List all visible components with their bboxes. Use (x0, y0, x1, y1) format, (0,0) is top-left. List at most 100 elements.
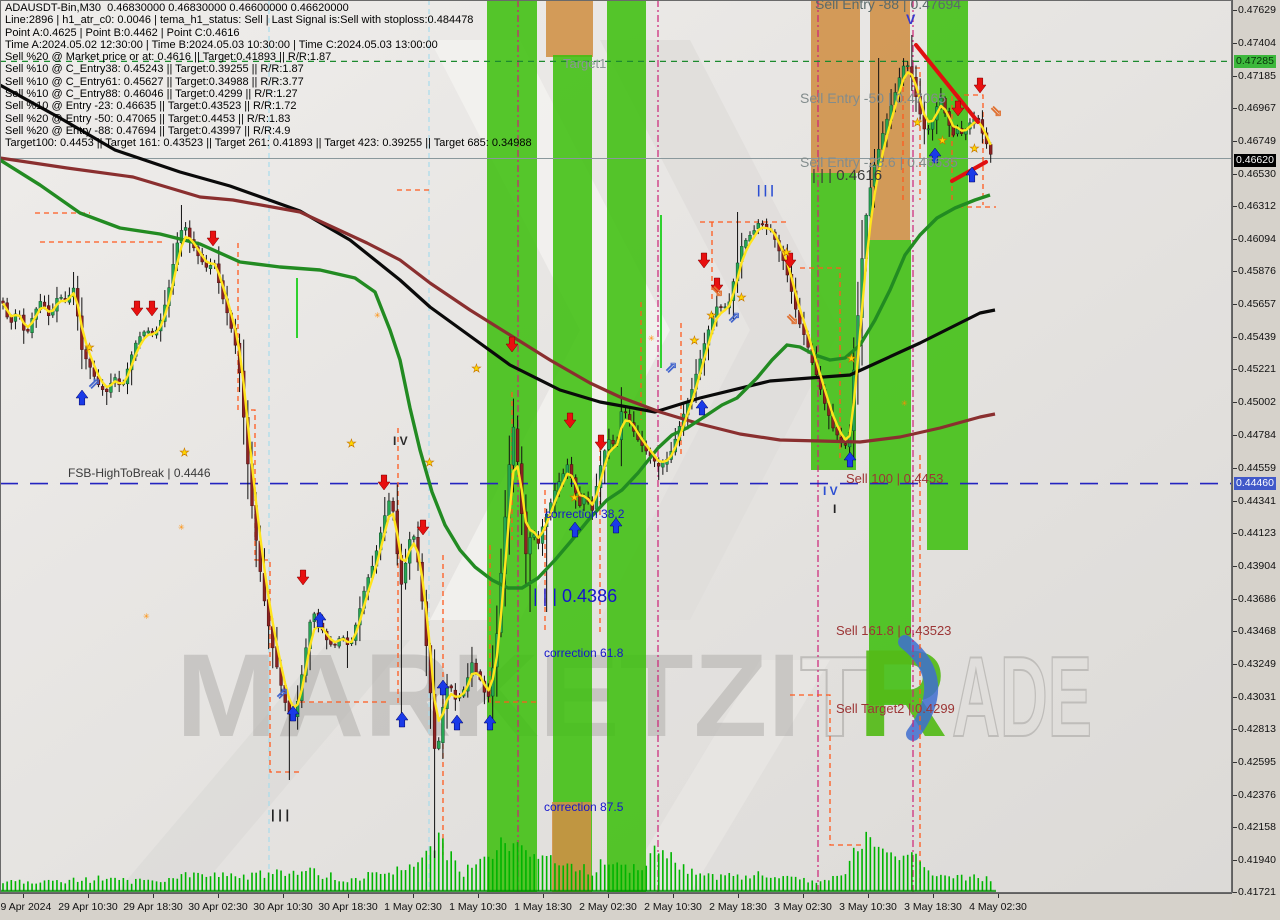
price-tick-mark (1233, 729, 1237, 731)
volume-bar (89, 882, 91, 891)
volume-bar (645, 865, 648, 891)
volume-bar (135, 878, 137, 891)
volume-bar (765, 877, 768, 891)
chart-border (0, 0, 1232, 893)
candle-body (142, 331, 146, 336)
volume-bar (570, 863, 573, 891)
volume-bar (321, 878, 324, 891)
star-marker-icon: ★ (425, 457, 435, 469)
sell-arrow-icon (697, 252, 711, 269)
volume-bar (429, 846, 432, 891)
price-highlight-chip: 0.44460 (1234, 477, 1276, 491)
time-tick-mark (738, 894, 739, 898)
star-marker-icon: ★ (707, 310, 717, 322)
volume-bar (537, 858, 540, 891)
time-tick-mark (348, 894, 349, 898)
volume-bar (973, 874, 975, 891)
volume-bar (662, 850, 664, 891)
volume-bar (209, 876, 212, 891)
volume-bar (184, 872, 187, 891)
volume-bar (794, 876, 797, 891)
hollow-down-arrow-icon: ⇘ (786, 311, 799, 328)
trail-orange (489, 545, 536, 703)
volume-bar (707, 873, 710, 891)
red-trendline[interactable] (914, 43, 980, 124)
candle-body (109, 382, 113, 393)
volume-bars (0, 831, 996, 893)
price-tick-mark (1233, 468, 1237, 470)
volume-bar (159, 882, 162, 891)
candle-body (312, 613, 316, 622)
sell-arrow-icon (951, 100, 965, 117)
volume-bar (105, 878, 108, 891)
volume-bar (242, 874, 245, 891)
volume-bar (628, 872, 631, 891)
price-tick-mark (1233, 533, 1237, 535)
price-tick-label: 0.41940 (1238, 853, 1276, 866)
volume-bar (496, 850, 498, 891)
time-tick-mark (543, 894, 544, 898)
volume-bar (197, 872, 199, 891)
price-tick-label: 0.42595 (1238, 755, 1276, 768)
volume-bar (114, 877, 116, 891)
volume-bar (749, 878, 751, 891)
volume-bar (803, 877, 805, 891)
volume-bar (193, 872, 195, 891)
volume-bar (877, 846, 880, 891)
candle-body (42, 301, 47, 307)
volume-bar (836, 875, 838, 891)
price-tick-mark (1233, 598, 1237, 600)
volume-bar (143, 880, 145, 891)
volume-bar (31, 883, 33, 891)
volume-bar (313, 868, 316, 891)
volume-bar (931, 875, 934, 891)
volume-bar (126, 879, 129, 891)
candle-body (532, 534, 536, 538)
volume-bar (213, 872, 216, 891)
candle-body (657, 463, 661, 467)
star-marker-icon: ★ (85, 342, 95, 354)
volume-bar (861, 848, 863, 891)
volume-bar (595, 872, 598, 891)
asterisk-marker-icon: ✳ (901, 399, 908, 408)
volume-bar (10, 880, 13, 891)
volume-bar (533, 854, 535, 891)
candle-body (146, 330, 150, 334)
volume-bar (869, 837, 872, 891)
price-tick-label: 0.43686 (1238, 592, 1276, 605)
volume-bar (226, 876, 228, 891)
time-tick-label: 1 May 02:30 (384, 901, 442, 913)
star-marker-icon: ★ (938, 135, 948, 147)
volume-bar (778, 878, 780, 891)
volume-bar (97, 875, 100, 891)
candle-body (208, 265, 213, 269)
star-marker-icon: ★ (690, 335, 700, 347)
volume-bar (711, 874, 714, 891)
price-tick-mark (1233, 304, 1237, 306)
volume-bar (47, 879, 50, 891)
time-tick-mark (868, 894, 869, 898)
price-axis[interactable]: 0.47629 0.47404 0.47185 0.46967 0.46749 0.465… (1232, 0, 1280, 898)
price-tick-mark (1233, 206, 1237, 208)
time-tick-mark (283, 894, 284, 898)
price-tick-mark (1233, 566, 1237, 568)
volume-bar (346, 882, 349, 891)
star-marker-icon: ★ (913, 117, 923, 129)
price-tick-mark (1233, 827, 1237, 829)
volume-bar (927, 870, 930, 891)
volume-bar (562, 865, 565, 891)
chart-canvas[interactable]: MARKETZITADER⇗⇗⇗⇗⇘⇘⇘★★★★★★★★★★★★★★✳✳✳✳✳ (0, 0, 1232, 893)
time-tick-label: 3 May 10:30 (839, 901, 897, 913)
trail-orange (951, 94, 984, 205)
time-axis[interactable]: 29 Apr 2024 29 Apr 10:30 29 Apr 18:30 30 Ap… (0, 893, 1232, 920)
candle-body (449, 685, 453, 689)
candle-body (661, 462, 665, 468)
price-tick-mark (1233, 9, 1237, 11)
time-tick-label: 3 May 18:30 (904, 901, 962, 913)
volume-bar (940, 874, 942, 891)
volume-bar (280, 870, 282, 891)
volume-bar (68, 879, 71, 891)
sell-arrow-icon (505, 336, 519, 353)
buy-arrow-icon (843, 451, 857, 468)
volume-bar (637, 870, 639, 891)
